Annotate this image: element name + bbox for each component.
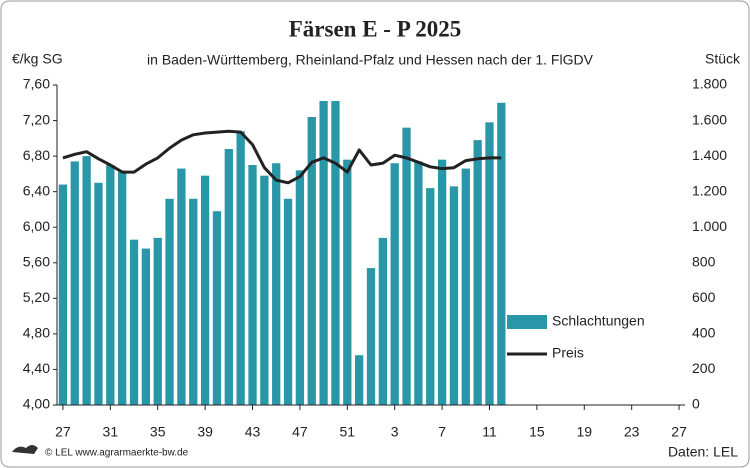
- bar: [165, 198, 174, 405]
- bar: [153, 237, 162, 405]
- bar: [272, 163, 281, 405]
- bar: [283, 198, 293, 405]
- y-tick-label: 4,80: [23, 325, 50, 341]
- legend-label: Schlachtungen: [552, 313, 645, 329]
- chart-subtitle: in Baden-Württemberg, Rheinland-Pfalz un…: [147, 52, 594, 68]
- x-tick-label: 19: [576, 424, 592, 440]
- bar: [343, 159, 352, 405]
- y2-tick-label: 0: [692, 396, 700, 412]
- bar: [248, 165, 257, 405]
- bar: [260, 175, 269, 405]
- legend-label: Preis: [552, 345, 584, 361]
- legend-swatch: [507, 315, 547, 329]
- y-tick-label: 6,40: [23, 182, 50, 198]
- bar: [94, 182, 103, 405]
- x-tick-label: 31: [103, 424, 119, 440]
- y-tick-label: 6,80: [23, 147, 50, 163]
- y2-tick-label: 400: [692, 325, 716, 341]
- bar: [295, 170, 305, 405]
- bar: [414, 161, 423, 405]
- bar: [177, 168, 186, 405]
- x-tick-label: 47: [292, 424, 308, 440]
- bar: [200, 175, 210, 405]
- y-tick-label: 7,20: [23, 111, 50, 127]
- bar: [106, 165, 115, 405]
- bar: [319, 101, 328, 405]
- x-tick-label: 23: [624, 424, 640, 440]
- source: Daten: LEL: [668, 444, 738, 460]
- bar: [118, 172, 127, 405]
- copyright: © LEL www.agrarmaerkte-bw.de: [45, 448, 189, 459]
- bar: [224, 149, 233, 405]
- y-tick-label: 6,00: [23, 218, 50, 234]
- x-tick-label: 7: [438, 424, 446, 440]
- bar: [70, 161, 79, 405]
- bar: [189, 198, 198, 405]
- bar: [390, 163, 399, 405]
- bar: [366, 268, 376, 405]
- bar: [331, 101, 340, 405]
- bar: [82, 156, 91, 405]
- bar: [212, 211, 222, 405]
- y2-tick-label: 200: [692, 360, 716, 376]
- bar: [473, 140, 482, 405]
- bar: [307, 117, 316, 405]
- bar: [449, 186, 459, 405]
- bar: [236, 131, 245, 405]
- y-tick-label: 5,20: [23, 289, 50, 305]
- y2-tick-label: 800: [692, 253, 716, 269]
- y2-axis-label: Stück: [705, 51, 741, 67]
- y-tick-label: 4,40: [23, 360, 50, 376]
- logo: [12, 445, 38, 454]
- bar: [485, 122, 494, 405]
- bar: [141, 248, 151, 405]
- y-tick-label: 5,60: [23, 253, 50, 269]
- line: [62, 129, 502, 185]
- y2-tick-label: 1.800: [692, 76, 727, 92]
- x-tick-label: 27: [55, 424, 71, 440]
- bar: [129, 239, 139, 405]
- y2-tick-label: 1.000: [692, 218, 727, 234]
- x-tick-label: 51: [340, 424, 356, 440]
- bar: [426, 188, 435, 405]
- y2-tick-label: 1.200: [692, 182, 727, 198]
- x-tick-label: 39: [197, 424, 213, 440]
- x-tick-label: 15: [529, 424, 545, 440]
- x-tick-label: 35: [150, 424, 166, 440]
- bar: [58, 184, 68, 405]
- bar: [355, 355, 364, 405]
- bar: [497, 102, 506, 406]
- x-tick-label: 11: [482, 424, 497, 440]
- y2-tick-label: 600: [692, 289, 716, 305]
- x-tick-label: 43: [245, 424, 261, 440]
- y-tick-label: 7,60: [23, 76, 50, 92]
- bar: [437, 159, 447, 405]
- y2-tick-label: 1.400: [692, 147, 727, 163]
- x-tick-label: 27: [671, 424, 687, 440]
- y2-tick-label: 1.600: [692, 111, 727, 127]
- x-tick-label: 3: [391, 424, 399, 440]
- bar: [402, 127, 411, 406]
- y-axis-label: €/kg SG: [12, 51, 63, 67]
- y-tick-label: 4,00: [23, 396, 50, 412]
- bar: [461, 168, 470, 405]
- chart-title: Färsen E - P 2025: [289, 16, 462, 41]
- bar: [378, 237, 387, 405]
